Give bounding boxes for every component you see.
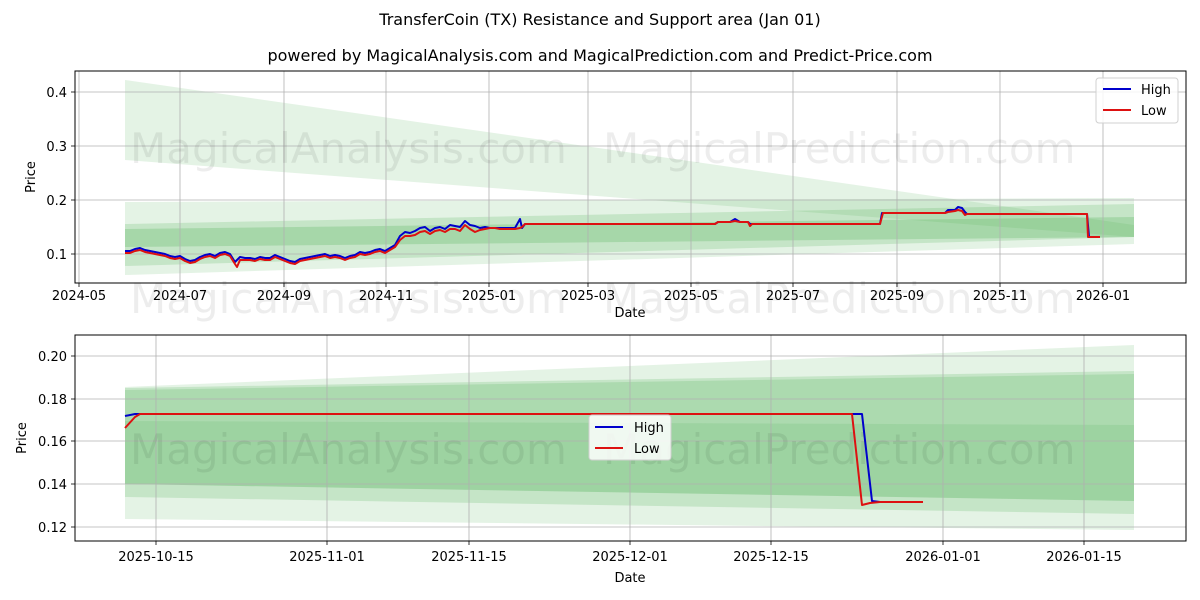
watermark-analysis: MagicalAnalysis.com [130,124,567,173]
bottom-ytick: 0.14 [38,478,67,493]
watermark-prediction-3: MagicalPrediction.com [603,425,1076,474]
legend-low-label: Low [634,442,660,457]
watermark-prediction: MagicalPrediction.com [603,124,1076,173]
top-ytick: 0.3 [46,140,67,155]
chart-title: TransferCoin (TX) Resistance and Support… [379,10,821,29]
top-ytick: 0.1 [46,248,67,263]
resistance-band [125,80,1134,237]
bottom-chart: MagicalAnalysis.com MagicalPrediction.co… [15,334,1187,586]
bottom-xtick: 2025-11-15 [431,550,507,565]
top-xtick: 2025-07 [766,289,820,304]
bottom-ytick: 0.12 [38,521,67,536]
top-xlabel: Date [614,306,645,321]
low-line [125,209,1100,268]
bottom-axes-frame [74,334,1187,542]
top-axes-frame [74,70,1187,284]
top-bands [125,80,1134,275]
bottom-xtick: 2026-01-15 [1046,550,1122,565]
bottom-xtick: 2025-10-15 [118,550,194,565]
top-xtick: 2024-07 [153,289,207,304]
support-band-inner [125,217,1134,247]
watermark-prediction-2: MagicalPrediction.com [603,274,1076,323]
legend-low-label: Low [1141,104,1167,119]
top-xtick: 2026-01 [1076,289,1130,304]
top-xtick: 2024-09 [257,289,311,304]
bottom-ytick: 0.20 [38,350,67,365]
legend-high-label: High [1141,83,1171,98]
top-ylabel: Price [24,161,39,193]
top-xtick: 2025-05 [664,289,718,304]
watermark-analysis-3: MagicalAnalysis.com [130,425,567,474]
top-grid [75,71,1186,283]
bottom-xtick: 2025-11-01 [289,550,365,565]
top-xtick: 2025-09 [870,289,924,304]
top-ytick: 0.4 [46,86,67,101]
top-xtick: 2024-11 [359,289,413,304]
bottom-legend: High Low [588,414,672,461]
bottom-ytick: 0.16 [38,435,67,450]
bottom-xtick: 2025-12-15 [733,550,809,565]
top-xtick: 2025-01 [462,289,516,304]
top-legend: High Low [1095,77,1179,124]
top-xtick: 2025-03 [561,289,615,304]
bottom-xtick: 2025-12-01 [592,550,668,565]
top-chart: MagicalAnalysis.com MagicalPrediction.co… [24,70,1187,323]
bottom-ylabel: Price [15,422,30,454]
watermark-analysis-2: MagicalAnalysis.com [130,274,567,323]
bottom-ytick: 0.18 [38,393,67,408]
bottom-xlabel: Date [614,571,645,586]
chart-subtitle: powered by MagicalAnalysis.com and Magic… [267,46,933,65]
low-line-zoom [124,413,923,506]
top-xtick: 2025-11 [973,289,1027,304]
top-xtick: 2024-05 [52,289,106,304]
top-ytick: 0.2 [46,194,67,209]
bottom-xtick: 2026-01-01 [905,550,981,565]
legend-high-label: High [634,421,664,436]
